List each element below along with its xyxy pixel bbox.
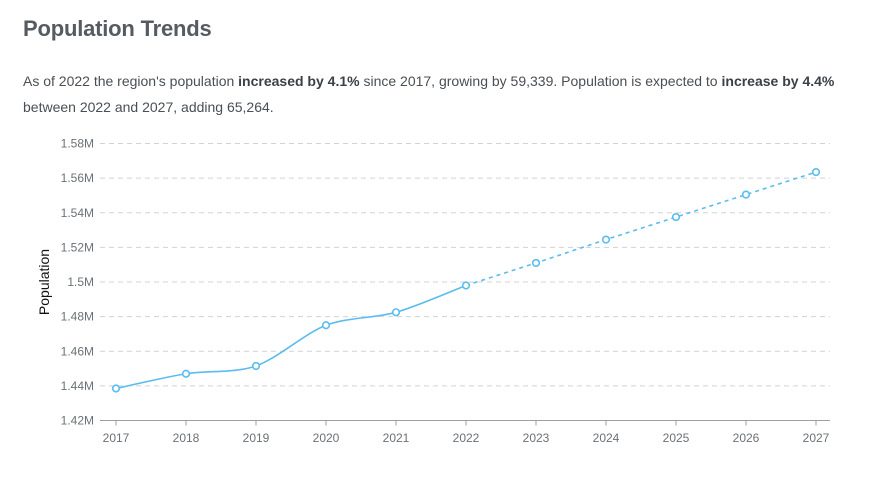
y-tick-label: 1.42M bbox=[61, 414, 94, 428]
y-tick-label: 1.46M bbox=[61, 344, 94, 358]
series-points bbox=[111, 167, 821, 393]
page-title: Population Trends bbox=[23, 16, 212, 41]
y-tick-label: 1.58M bbox=[61, 137, 94, 151]
summary-highlight-2: increase by 4.4% bbox=[721, 73, 835, 89]
x-tick-label: 2018 bbox=[173, 431, 200, 445]
y-tick-label: 1.44M bbox=[61, 379, 94, 393]
data-point bbox=[251, 361, 261, 371]
y-tick-label: 1.5M bbox=[67, 275, 94, 289]
x-tick-label: 2023 bbox=[523, 431, 550, 445]
summary-text-3: between 2022 and 2027, adding 65,264. bbox=[23, 99, 274, 115]
x-tick-label: 2017 bbox=[103, 431, 130, 445]
historical-series-line bbox=[115, 284, 467, 390]
data-point bbox=[741, 190, 751, 199]
data-point bbox=[531, 258, 541, 268]
x-tick-label: 2027 bbox=[803, 431, 830, 445]
projected-series-line bbox=[465, 171, 817, 287]
data-point bbox=[671, 212, 681, 222]
summary-text: As of 2022 the region's population incre… bbox=[23, 68, 873, 120]
series-lines bbox=[115, 171, 817, 390]
y-tick-label: 1.48M bbox=[61, 310, 94, 324]
data-point bbox=[321, 321, 331, 330]
data-point bbox=[181, 369, 191, 378]
x-tick-label: 2022 bbox=[453, 431, 480, 445]
data-point bbox=[601, 235, 611, 244]
y-tick-label: 1.56M bbox=[61, 171, 94, 185]
y-tick-label: 1.54M bbox=[61, 206, 94, 220]
x-axis-ticks: 2017 2018 2019 2020 2021 2022 2023 2024 2025 2026… bbox=[103, 420, 830, 445]
x-tick-label: 2025 bbox=[663, 431, 690, 445]
summary-text-2: since 2017, growing by 59,339. Populatio… bbox=[359, 73, 722, 89]
x-tick-label: 2026 bbox=[733, 431, 760, 445]
y-axis-ticks: 1.42M 1.44M 1.46M 1.48M 1.5M 1.52M 1.54M 1.56M 1… bbox=[61, 137, 94, 428]
summary-highlight-1: increased by 4.1% bbox=[238, 73, 360, 89]
y-axis-title: Population bbox=[36, 249, 52, 315]
data-point bbox=[391, 308, 401, 317]
x-tick-label: 2024 bbox=[593, 431, 620, 445]
data-point bbox=[461, 281, 471, 290]
data-point bbox=[811, 167, 821, 177]
x-tick-label: 2020 bbox=[313, 431, 340, 445]
summary-text-1: As of 2022 the region's population bbox=[23, 73, 239, 89]
y-tick-label: 1.52M bbox=[61, 240, 94, 254]
x-tick-label: 2021 bbox=[383, 431, 410, 445]
data-point bbox=[111, 384, 121, 393]
x-tick-label: 2019 bbox=[243, 431, 270, 445]
